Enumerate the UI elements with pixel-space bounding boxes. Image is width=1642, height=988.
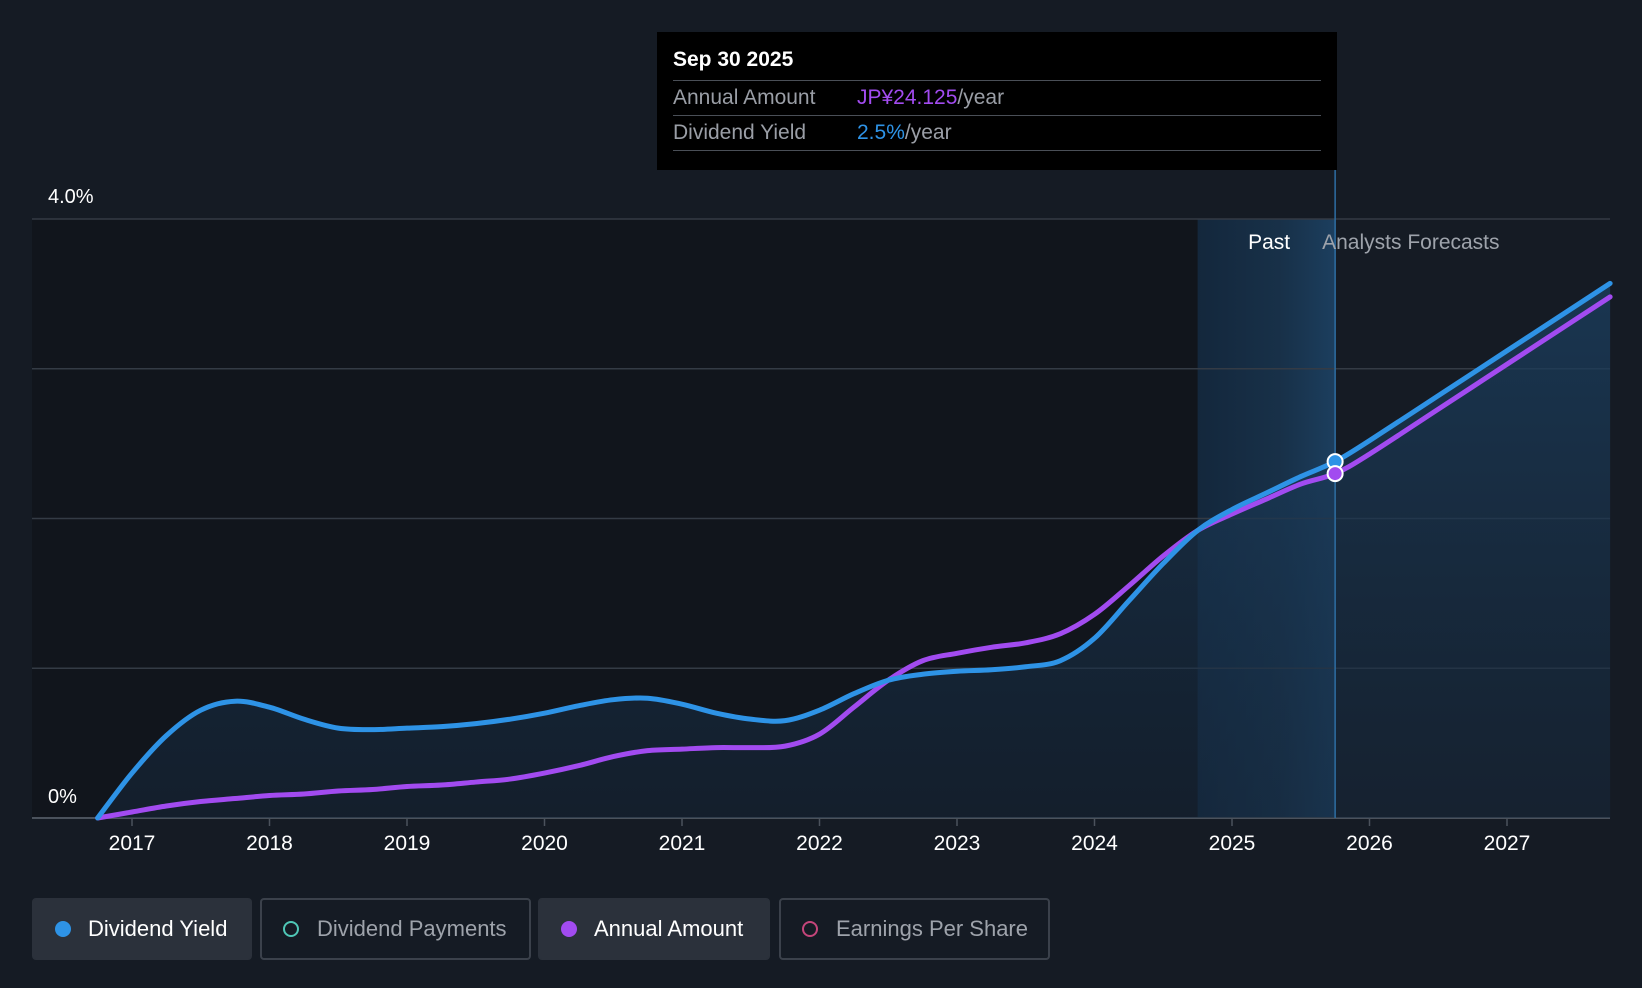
legend-label-annual-amount: Annual Amount: [594, 916, 744, 941]
dividend-yield-area: [97, 283, 1611, 819]
legend-item-earnings-per-share[interactable]: Earnings Per Share: [779, 898, 1050, 960]
tooltip-dividend-yield-value: 2.5%: [857, 121, 905, 144]
x-tick-label-2024: 2024: [1071, 832, 1118, 855]
x-tick-label-2017: 2017: [109, 832, 156, 855]
tooltip-dividend-yield: 2.5%/year: [857, 116, 952, 150]
legend-dot-earnings-per-share-icon: [802, 921, 818, 937]
legend-label-dividend-yield: Dividend Yield: [88, 916, 228, 941]
legend-label-earnings-per-share: Earnings Per Share: [836, 916, 1028, 941]
annual-amount-marker: [1326, 465, 1344, 483]
x-tick-label-2018: 2018: [246, 832, 293, 855]
tooltip-annual-amount-unit: /year: [957, 86, 1005, 109]
forecast-label: Analysts Forecasts: [1322, 231, 1499, 254]
x-tick-label-2023: 2023: [934, 832, 981, 855]
x-tick-label-2025: 2025: [1209, 832, 1256, 855]
tooltip-annual-amount: JP¥24.125/year: [857, 81, 1004, 115]
annual-amount-line: [95, 294, 1613, 821]
tooltip-row-dividend-yield: Dividend Yield 2.5%/year: [673, 115, 1321, 151]
x-tick-label-2027: 2027: [1484, 832, 1531, 855]
legend-item-annual-amount[interactable]: Annual Amount: [538, 898, 770, 960]
x-tick-label-2026: 2026: [1346, 832, 1393, 855]
tooltip-row-annual-amount: Annual Amount JP¥24.125/year: [673, 80, 1321, 115]
tooltip-annual-amount-label: Annual Amount: [673, 86, 816, 109]
tooltip-date: Sep 30 2025: [673, 48, 794, 71]
legend-dot-dividend-yield-icon: [55, 921, 71, 937]
x-tick-label-2022: 2022: [796, 832, 843, 855]
x-tick-label-2019: 2019: [384, 832, 431, 855]
tooltip-dividend-yield-unit: /year: [904, 121, 952, 144]
chart-tooltip: Sep 30 2025 Annual Amount JP¥24.125/year…: [657, 32, 1337, 170]
legend-dot-annual-amount-icon: [561, 921, 577, 937]
tooltip-annual-amount-value: JP¥24.125: [857, 86, 958, 109]
dividend-yield-line: [95, 280, 1613, 821]
tooltip-dividend-yield-label: Dividend Yield: [673, 121, 807, 144]
x-tick-label-2021: 2021: [659, 832, 706, 855]
past-label: Past: [1248, 231, 1290, 254]
legend-dot-dividend-payments-icon: [283, 921, 299, 937]
legend-item-dividend-yield[interactable]: Dividend Yield: [32, 898, 252, 960]
y-tick-label-0: 0%: [48, 786, 77, 808]
x-tick-label-2020: 2020: [521, 832, 568, 855]
y-tick-label-4: 4.0%: [48, 186, 94, 208]
legend-item-dividend-payments[interactable]: Dividend Payments: [260, 898, 531, 960]
legend-label-dividend-payments: Dividend Payments: [317, 916, 507, 941]
